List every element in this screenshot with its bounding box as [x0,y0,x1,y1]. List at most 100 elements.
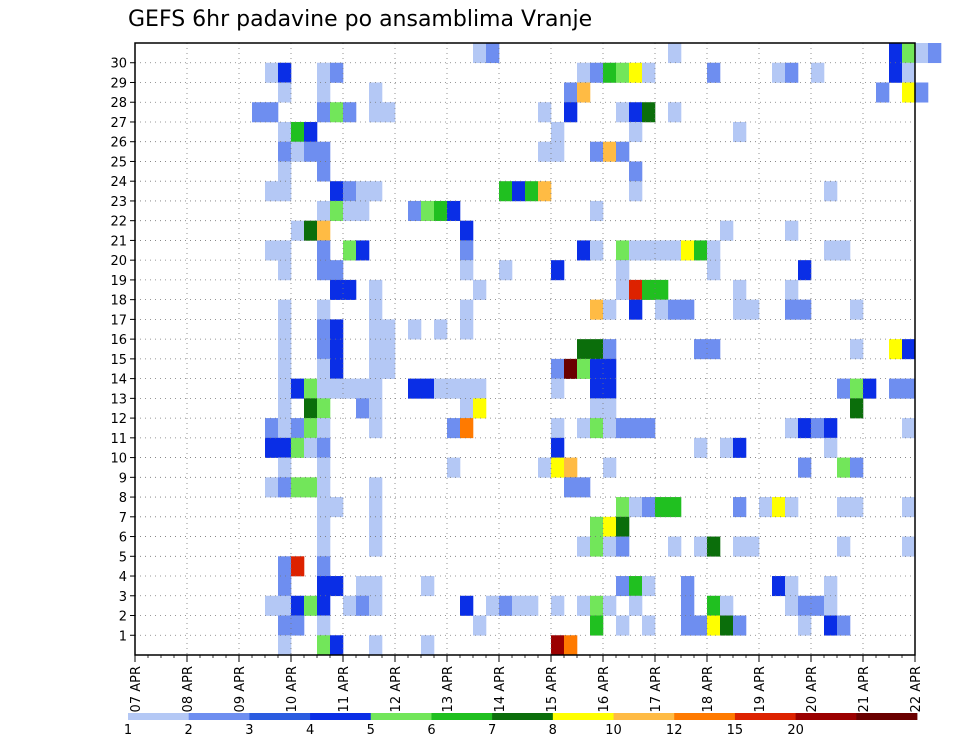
x-tick-label: 11 APR [337,666,352,712]
x-tick-label: 19 APR [753,666,768,712]
heatmap-cell [629,161,643,182]
heatmap-cell [317,102,331,123]
heatmap-cell [551,418,565,439]
heatmap-cell [330,378,344,399]
heatmap-cell [603,398,617,419]
heatmap-cell [343,279,357,300]
heatmap-cell [447,457,461,478]
heatmap-cell [304,595,318,616]
heatmap-cell [330,635,344,656]
heatmap-cell [642,497,656,518]
heatmap-cell [460,299,474,320]
heatmap-cell [343,378,357,399]
heatmap-cell [356,200,370,221]
heatmap-cell [317,457,331,478]
heatmap-cell [707,339,721,360]
heatmap-cell [317,556,331,577]
heatmap-cell [863,378,877,399]
heatmap-cell [772,497,786,518]
heatmap-cell [603,62,617,83]
heatmap-cell [369,181,383,202]
heatmap-cell [278,418,292,439]
heatmap-cell [460,240,474,261]
heatmap-cell [824,615,838,636]
y-tick-label: 11 [110,432,127,447]
y-tick-label: 8 [119,491,127,506]
heatmap-cell [408,200,422,221]
heatmap-cell [343,240,357,261]
heatmap-cell [616,536,630,557]
heatmap-cell [460,378,474,399]
heatmap-cell [785,279,799,300]
y-tick-label: 21 [110,234,127,249]
heatmap-cell [460,398,474,419]
heatmap-cell [564,635,578,656]
heatmap-cell [733,615,747,636]
heatmap-cell [265,437,279,458]
heatmap-cell [616,615,630,636]
heatmap-cell [694,339,708,360]
heatmap-cell [369,576,383,597]
heatmap-cell [668,43,682,64]
legend-label: 4 [306,723,314,738]
heatmap-cell [629,595,643,616]
heatmap-cell [577,62,591,83]
heatmap-cell [642,615,656,636]
heatmap-cell [642,240,656,261]
heatmap-cell [798,299,812,320]
legend-label: 6 [427,723,435,738]
heatmap-cell [486,43,500,64]
heatmap-cell [499,181,513,202]
heatmap-cell [850,339,864,360]
heatmap-cell [603,536,617,557]
heatmap-cell [902,62,916,83]
heatmap-cell [343,181,357,202]
legend-swatch [128,713,190,720]
heatmap-cell [460,595,474,616]
heatmap-cell [837,497,851,518]
heatmap-cell [447,378,461,399]
heatmap-cell [681,615,695,636]
heatmap-cell [382,358,396,379]
y-tick-label: 24 [110,175,127,190]
heatmap-cell [668,497,682,518]
heatmap-cell [265,240,279,261]
heatmap-cell [720,595,734,616]
heatmap-cell [590,141,604,162]
y-tick-label: 12 [110,412,127,427]
heatmap-cell [382,319,396,340]
heatmap-cell [629,62,643,83]
heatmap-cell [369,319,383,340]
heatmap-cell [330,200,344,221]
legend-label: 8 [549,723,557,738]
heatmap-cell [369,82,383,103]
heatmap-cell [772,62,786,83]
y-tick-label: 1 [119,629,127,644]
heatmap-cell [538,141,552,162]
y-tick-label: 19 [110,274,127,289]
heatmap-cell [824,181,838,202]
y-tick-label: 29 [110,76,127,91]
heatmap-cell [278,635,292,656]
x-tick-label: 14 APR [493,666,508,712]
heatmap-cell [356,378,370,399]
heatmap-cell [590,240,604,261]
heatmap-cell [772,576,786,597]
heatmap-cell [317,595,331,616]
heatmap-cell [811,62,825,83]
heatmap-cell [317,635,331,656]
legend-swatch [310,713,372,720]
x-tick-label: 18 APR [701,666,716,712]
heatmap-cell [590,398,604,419]
color-legend: 1 2 3 4 5 6 7 8 10 12 15 20 [124,713,918,738]
heatmap-cell [291,220,305,241]
heatmap-cell [707,62,721,83]
heatmap-cell [733,121,747,143]
heatmap-cell [655,299,669,320]
heatmap-cell [369,477,383,498]
heatmap-cell [603,141,617,162]
heatmap-cell [265,181,279,202]
heatmap-cell [369,516,383,537]
heatmap-cell [837,615,851,636]
x-tick-label: 10 APR [285,666,300,712]
